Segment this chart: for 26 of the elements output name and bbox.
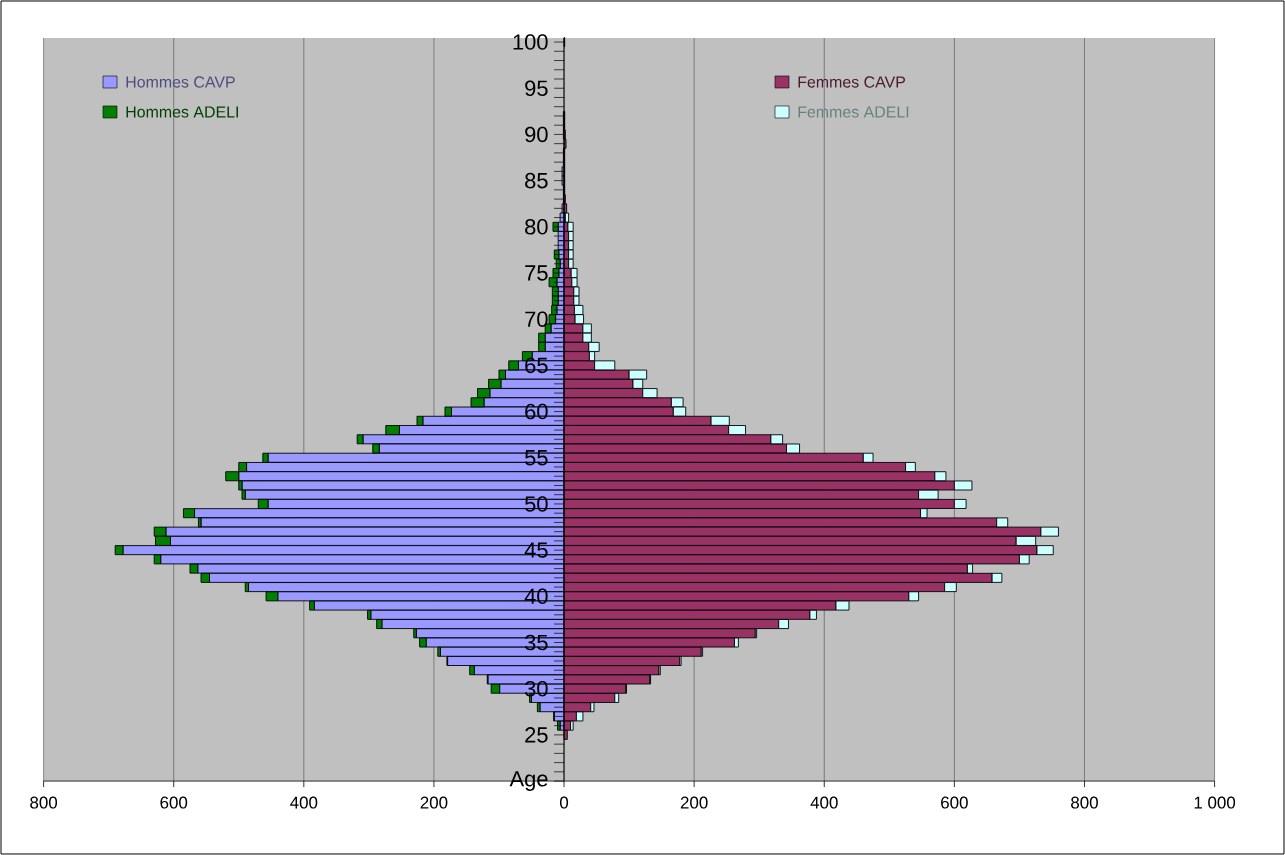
x-tick-label: 200 bbox=[680, 796, 708, 809]
x-tick-label: 1 000 bbox=[1194, 796, 1236, 809]
x-tick-label: 800 bbox=[30, 796, 58, 809]
x-tick-label: 800 bbox=[1071, 796, 1098, 809]
x-tick-label: 400 bbox=[810, 796, 838, 809]
y-tick-label: 85 bbox=[525, 172, 548, 189]
legend-label: Hommes ADELI bbox=[126, 106, 238, 118]
y-tick-label: 70 bbox=[525, 311, 548, 327]
legend-label: Femmes ADELI bbox=[798, 106, 909, 118]
y-tick-label: 95 bbox=[525, 80, 548, 97]
y-tick-label: 60 bbox=[525, 403, 548, 420]
legend-label: Hommes CAVP bbox=[126, 76, 235, 88]
y-tick-label: Age bbox=[509, 771, 548, 791]
x-tick-label: 0 bbox=[559, 796, 569, 809]
y-tick-label: 75 bbox=[525, 265, 548, 281]
y-tick-label: 80 bbox=[525, 219, 548, 235]
y-tick-label: 55 bbox=[525, 450, 548, 466]
x-tick-label: 600 bbox=[160, 796, 188, 809]
legend-label: Femmes CAVP bbox=[798, 76, 906, 88]
y-tick-label: 100 bbox=[513, 34, 548, 50]
x-tick-label: 600 bbox=[941, 796, 968, 809]
x-tick-label: 400 bbox=[290, 796, 318, 809]
y-tick-label: 90 bbox=[525, 126, 548, 143]
x-tick-label: 200 bbox=[420, 796, 448, 809]
y-tick-label: 25 bbox=[525, 727, 548, 743]
y-tick-label: 30 bbox=[524, 680, 548, 697]
